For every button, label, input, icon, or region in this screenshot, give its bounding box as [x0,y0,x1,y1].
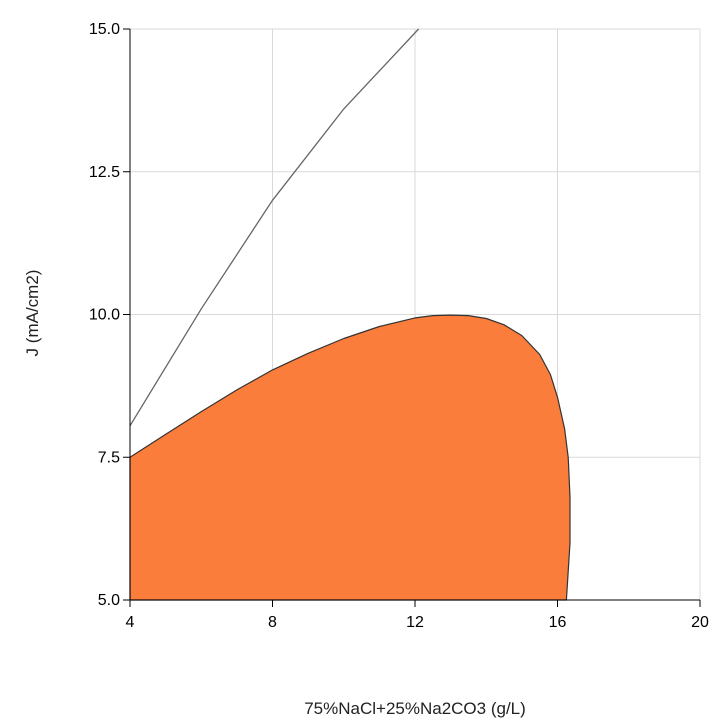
y-tick-label: 15.0 [89,21,120,38]
y-tick-label: 12.5 [89,164,120,181]
y-tick-label: 5.0 [98,592,120,609]
x-axis-title: 75%NaCl+25%Na2CO3 (g/L) [304,699,526,718]
filled-region [129,314,571,601]
x-tick-label: 16 [549,614,567,631]
x-tick-label: 12 [406,614,424,631]
x-tick-label: 8 [268,614,277,631]
axes [123,28,701,607]
x-tick-label: 20 [691,614,709,631]
series-line [129,28,420,427]
y-tick-label: 7.5 [98,449,120,466]
y-tick-label: 10.0 [89,307,120,324]
tick-labels: 4 8 12 16 20 5.0 7.5 10.0 12.5 15.0 [89,21,709,631]
y-axis-title: J (mA/cm2) [23,270,42,357]
series-layer [129,28,571,601]
x-tick-label: 4 [126,614,135,631]
